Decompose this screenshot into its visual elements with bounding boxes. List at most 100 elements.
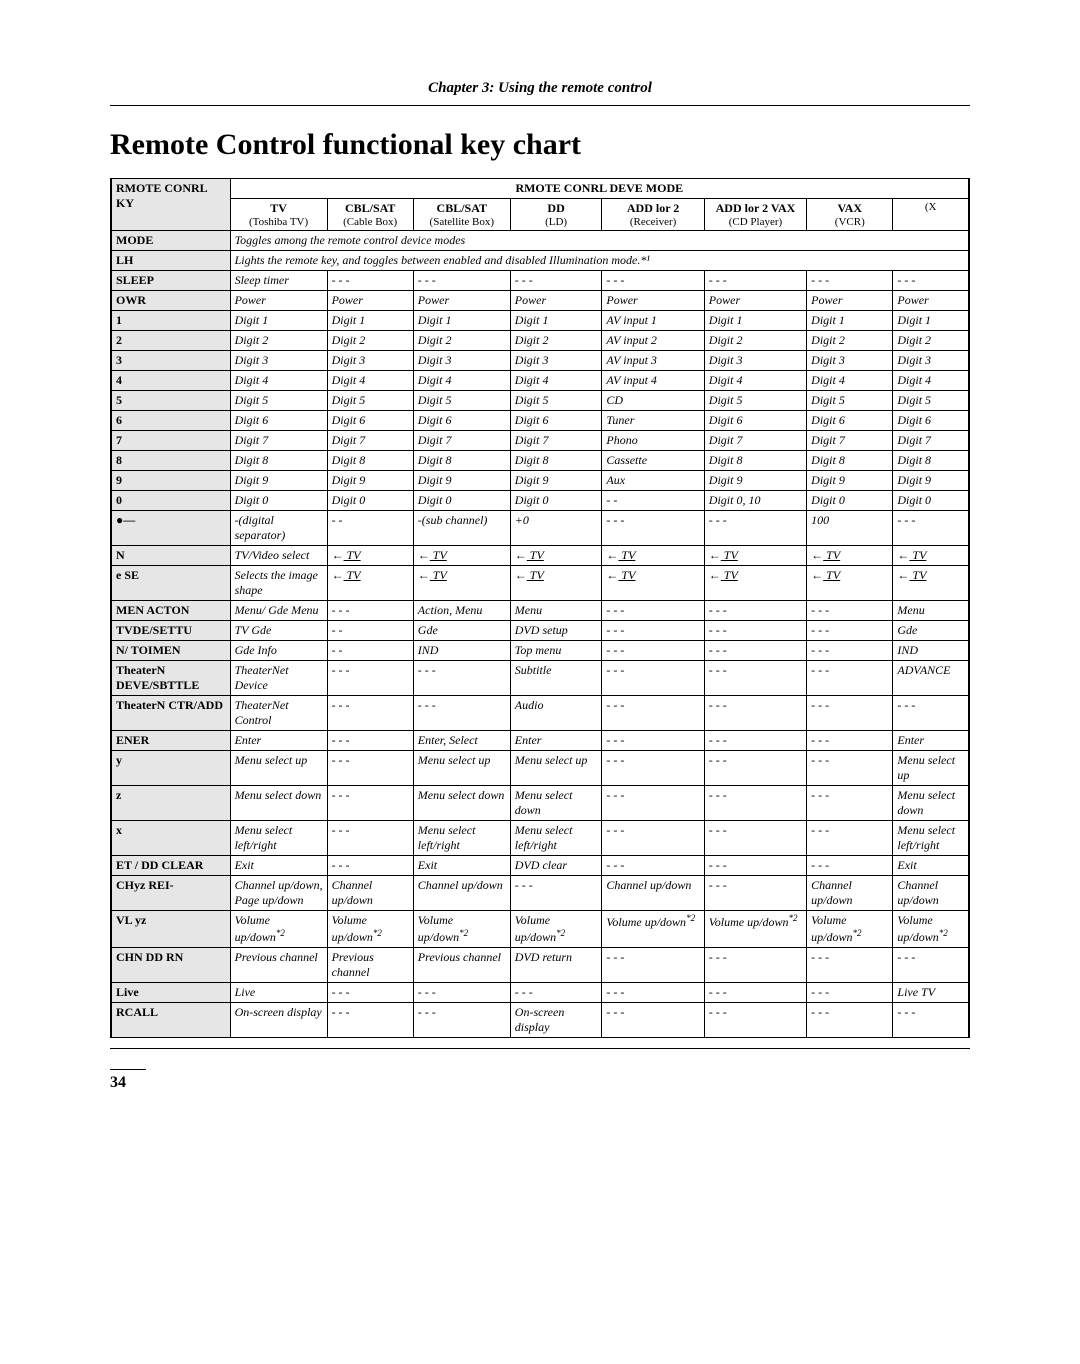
cell: Action, Menu <box>413 601 510 621</box>
cell: Digit 2 <box>893 331 969 351</box>
arrow-left-icon: ← <box>332 548 344 562</box>
cell: - - - <box>602 601 704 621</box>
col-header: ADD lor 2(Receiver) <box>602 199 704 231</box>
table-row: yMenu select up- - -Menu select upMenu s… <box>112 751 969 786</box>
superscript: *2 <box>686 913 695 923</box>
col-header: VAX(VCR) <box>807 199 893 231</box>
tv-underline: TV <box>430 548 447 562</box>
cell: Menu select down <box>893 786 969 821</box>
cell: Power <box>413 291 510 311</box>
cell: Power <box>230 291 327 311</box>
cell: Channel up/down <box>893 876 969 911</box>
cell: Digit 8 <box>704 451 806 471</box>
cell: Menu select left/right <box>230 821 327 856</box>
cell: Sleep timer <box>230 271 327 291</box>
cell: ← TV <box>602 546 704 566</box>
cell: - - - <box>704 271 806 291</box>
arrow-left-icon: ← <box>515 548 527 562</box>
cell: Digit 0 <box>807 491 893 511</box>
row-key: N/ TOIMEN <box>112 641 231 661</box>
cell: Enter <box>230 731 327 751</box>
document-page: Chapter 3: Using the remote control Remo… <box>0 0 1080 1132</box>
cell: CD <box>602 391 704 411</box>
arrow-left-icon: ← <box>418 548 430 562</box>
cell: Live TV <box>893 983 969 1003</box>
cell: DVD clear <box>510 856 602 876</box>
cell: - - - <box>327 786 413 821</box>
cell: Power <box>510 291 602 311</box>
superscript: *2 <box>373 928 382 938</box>
key-chart-table: RMOTE CONRL KY RMOTE CONRL DEVE MODE TV(… <box>111 178 969 1038</box>
table-row: ET / DD CLEARExit- - -ExitDVD clear- - -… <box>112 856 969 876</box>
cell: Volume up/down*2 <box>327 911 413 948</box>
cell: - - - <box>704 511 806 546</box>
table-row: MEN ACTONMenu/ Gde Menu- - -Action, Menu… <box>112 601 969 621</box>
table-row: SLEEPSleep timer- - -- - -- - -- - -- - … <box>112 271 969 291</box>
col-header-label: CBL/SAT <box>332 201 409 216</box>
superscript: *2 <box>853 928 862 938</box>
col-header-sub: (Receiver) <box>606 216 699 228</box>
row-key: 0 <box>112 491 231 511</box>
row-key: x <box>112 821 231 856</box>
column-headers: TV(Toshiba TV)CBL/SAT(Cable Box)CBL/SAT(… <box>112 199 969 231</box>
cell: Enter <box>893 731 969 751</box>
cell: Digit 7 <box>704 431 806 451</box>
table-row: 7Digit 7Digit 7Digit 7Digit 7PhonoDigit … <box>112 431 969 451</box>
cell: - - - <box>602 731 704 751</box>
cell: - - - <box>704 751 806 786</box>
row-key: TheaterN DEVE/SBTTLE <box>112 661 231 696</box>
row-key: LH <box>112 251 231 271</box>
cell: Digit 3 <box>413 351 510 371</box>
arrow-left-icon: ← <box>515 568 527 582</box>
cell: Gde <box>413 621 510 641</box>
cell: Enter, Select <box>413 731 510 751</box>
cell: - - - <box>893 696 969 731</box>
cell: Digit 5 <box>807 391 893 411</box>
cell: Top menu <box>510 641 602 661</box>
row-key: 3 <box>112 351 231 371</box>
cell: - - - <box>602 696 704 731</box>
superscript: *2 <box>939 928 948 938</box>
superscript: *2 <box>276 928 285 938</box>
cell: Digit 6 <box>893 411 969 431</box>
cell: - - - <box>704 948 806 983</box>
cell: Digit 9 <box>327 471 413 491</box>
row-key: 9 <box>112 471 231 491</box>
cell: Gde <box>893 621 969 641</box>
cell: Digit 5 <box>704 391 806 411</box>
col-header-sub: (VCR) <box>811 216 888 228</box>
cell: - - - <box>602 751 704 786</box>
table-row: 0Digit 0Digit 0Digit 0Digit 0- -Digit 0,… <box>112 491 969 511</box>
cell: Digit 6 <box>327 411 413 431</box>
table-row: OWRPowerPowerPowerPowerPowerPowerPowerPo… <box>112 291 969 311</box>
arrow-left-icon: ← <box>811 548 823 562</box>
cell: DVD return <box>510 948 602 983</box>
cell: Digit 1 <box>413 311 510 331</box>
tv-underline: TV <box>721 548 738 562</box>
cell: - - - <box>807 1003 893 1038</box>
table-row: xMenu select left/right- - -Menu select … <box>112 821 969 856</box>
cell: - - - <box>413 1003 510 1038</box>
cell: Channel up/down <box>807 876 893 911</box>
cell: ← TV <box>893 566 969 601</box>
cell: - - - <box>704 856 806 876</box>
col-header-sub: (CD Player) <box>709 216 802 228</box>
tv-underline: TV <box>527 548 544 562</box>
tv-underline: TV <box>344 548 361 562</box>
cell: - - - <box>413 271 510 291</box>
cell: Volume up/down*2 <box>893 911 969 948</box>
col-header: DD(LD) <box>510 199 602 231</box>
cell: Volume up/down*2 <box>510 911 602 948</box>
col-header: TV(Toshiba TV) <box>230 199 327 231</box>
cell: TheaterNet Device <box>230 661 327 696</box>
cell: Digit 0 <box>327 491 413 511</box>
table-row: LiveLive- - -- - -- - -- - -- - -- - -Li… <box>112 983 969 1003</box>
cell: Digit 5 <box>413 391 510 411</box>
table-row: NTV/Video select← TV← TV← TV← TV← TV← TV… <box>112 546 969 566</box>
cell: - - - <box>602 1003 704 1038</box>
row-key: RCALL <box>112 1003 231 1038</box>
cell: - - - <box>413 696 510 731</box>
cell: Digit 0, 10 <box>704 491 806 511</box>
cell: Digit 1 <box>510 311 602 331</box>
cell-text: Volume up/down <box>332 913 373 944</box>
